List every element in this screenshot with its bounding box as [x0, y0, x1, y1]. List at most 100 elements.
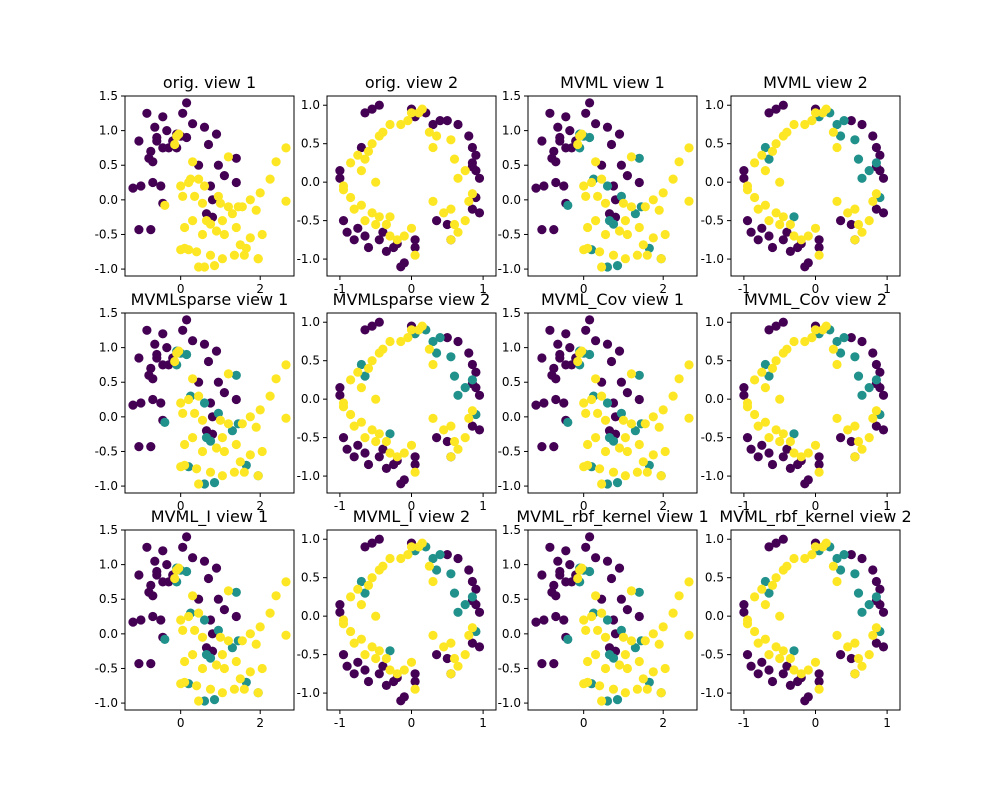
data-point	[148, 591, 158, 601]
data-point	[235, 457, 245, 467]
data-point	[229, 467, 239, 477]
data-point	[360, 325, 370, 335]
data-point	[843, 208, 853, 218]
data-point	[424, 344, 434, 354]
x-tick-label: 0	[580, 716, 588, 730]
data-point	[616, 594, 627, 604]
data-point	[750, 592, 760, 602]
data-point	[194, 479, 204, 489]
data-point	[778, 452, 788, 462]
data-point	[399, 692, 409, 702]
data-point	[850, 452, 860, 462]
data-point	[832, 630, 842, 641]
data-point	[871, 359, 882, 370]
data-point	[271, 374, 281, 384]
data-point	[807, 550, 817, 560]
data-point	[642, 250, 652, 260]
data-point	[223, 419, 233, 429]
data-point	[176, 245, 186, 255]
data-point	[782, 444, 792, 454]
data-point	[188, 433, 198, 443]
data-point	[184, 611, 194, 622]
data-point	[142, 542, 152, 552]
data-point	[363, 363, 374, 373]
subplot-title: MVML_rbf_kernel view 2	[719, 507, 911, 527]
data-point	[620, 216, 631, 226]
data-point	[668, 174, 678, 184]
subplot-title: orig. view 2	[365, 73, 458, 92]
data-point	[551, 374, 561, 384]
data-point	[836, 131, 846, 141]
data-point	[162, 126, 172, 136]
data-point	[634, 611, 644, 622]
data-point	[194, 696, 204, 706]
data-point	[537, 136, 547, 146]
data-point	[150, 339, 160, 349]
data-point	[585, 349, 595, 360]
data-point	[549, 442, 559, 452]
data-point	[614, 443, 625, 453]
data-point	[134, 225, 144, 235]
data-point	[760, 142, 771, 153]
data-point	[585, 132, 595, 143]
data-point	[642, 684, 652, 694]
data-point	[537, 570, 547, 580]
y-tick-label: -1.0	[297, 469, 320, 483]
data-point	[585, 315, 595, 325]
data-point	[467, 142, 477, 153]
data-point	[626, 636, 637, 646]
data-point	[406, 108, 417, 118]
data-point	[618, 415, 629, 425]
data-point	[850, 135, 860, 145]
data-point	[577, 563, 587, 573]
data-point	[857, 553, 867, 564]
data-point	[203, 356, 214, 367]
subplot-title: MVML_Cov view 2	[744, 290, 887, 310]
data-point	[474, 642, 485, 652]
y-tick-label: 1.5	[99, 306, 118, 320]
data-point	[271, 157, 281, 167]
data-point	[245, 667, 255, 677]
data-point	[778, 317, 788, 327]
data-point	[614, 660, 625, 670]
data-point	[338, 216, 349, 226]
data-point	[654, 205, 664, 215]
data-point	[356, 200, 366, 210]
data-point	[753, 204, 763, 214]
y-tick-label: 1.5	[502, 306, 521, 320]
data-point	[591, 119, 601, 129]
data-point	[565, 560, 575, 570]
subplot-8: MVML_Cov view 2 -1 0 1 -1.0 -0.5 0.0 0.5 1.0	[701, 290, 901, 513]
data-point	[385, 119, 395, 130]
data-point	[746, 227, 756, 237]
data-point	[878, 642, 889, 652]
data-point	[764, 650, 774, 660]
subplot-title: MVML_I view 2	[353, 507, 470, 527]
data-point	[428, 553, 438, 564]
data-point	[349, 638, 359, 648]
data-point	[219, 663, 229, 674]
data-point	[871, 576, 882, 587]
x-tick-label: 1	[883, 499, 891, 513]
data-point	[148, 177, 158, 188]
data-point	[581, 108, 591, 118]
data-point	[346, 158, 356, 168]
data-point	[648, 233, 658, 243]
data-point	[618, 632, 629, 642]
data-point	[396, 119, 406, 130]
data-point	[828, 127, 839, 137]
data-point	[630, 209, 641, 219]
data-point	[464, 348, 474, 358]
data-point	[595, 681, 605, 691]
data-point	[399, 448, 409, 458]
data-point	[342, 227, 352, 237]
data-point	[442, 436, 452, 447]
y-tick-label: 0.5	[502, 375, 521, 389]
data-point	[620, 650, 631, 660]
data-point	[446, 569, 456, 579]
data-point	[439, 425, 449, 435]
x-tick-label: 1	[479, 282, 487, 296]
data-point	[850, 669, 860, 679]
data-point	[857, 173, 867, 183]
